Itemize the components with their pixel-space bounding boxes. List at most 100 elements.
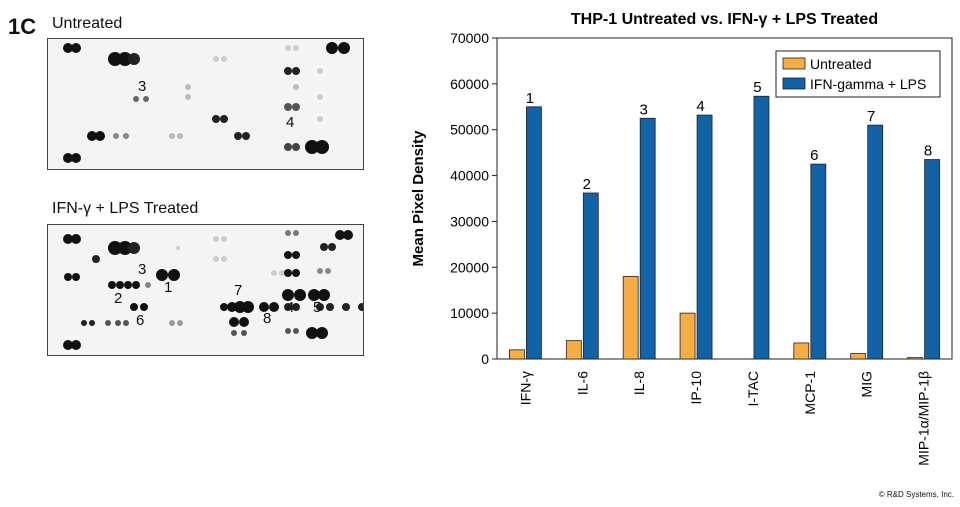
plot-frame xyxy=(496,37,953,360)
array-spot xyxy=(285,45,291,51)
array-spot xyxy=(108,52,122,66)
array-spot xyxy=(316,303,324,311)
array-spot xyxy=(282,289,294,301)
array-spot xyxy=(316,327,328,339)
bar-number-label: 5 xyxy=(753,79,761,96)
array-spot xyxy=(320,243,328,251)
array-spot xyxy=(177,133,183,139)
array-spot xyxy=(285,328,291,334)
bar-untreated xyxy=(850,353,867,360)
array-spot xyxy=(220,115,228,123)
chart-legend: Untreated IFN-gamma + LPS xyxy=(775,50,941,98)
array-spot xyxy=(132,281,140,289)
array-spot xyxy=(113,133,119,139)
array-spot xyxy=(259,302,269,312)
bar-treated xyxy=(526,106,542,360)
array-spot xyxy=(168,269,180,281)
legend-entry: IFN-gamma + LPS xyxy=(810,76,926,92)
array-spot xyxy=(169,133,175,139)
y-axis-label: Mean Pixel Density xyxy=(410,130,427,267)
array-spot xyxy=(95,131,105,141)
array-spot xyxy=(328,243,336,251)
array-spot xyxy=(176,246,180,250)
array-spot xyxy=(185,94,191,100)
array-spot xyxy=(358,303,363,311)
array-spot xyxy=(242,132,250,140)
array-spot xyxy=(63,153,73,163)
array-spot xyxy=(279,270,285,276)
array-spot xyxy=(123,320,129,326)
array-spot xyxy=(284,143,292,151)
array-spot xyxy=(220,303,228,311)
array-spot xyxy=(145,282,151,288)
x-tick-label: IFN-γ xyxy=(517,371,533,405)
bar-untreated xyxy=(907,357,923,360)
array-spot xyxy=(293,328,299,334)
array-spot xyxy=(342,303,350,311)
untreated-spots xyxy=(63,42,350,163)
array-spot xyxy=(293,230,299,236)
copyright-text: © R&D Systems, Inc. xyxy=(878,490,954,499)
array-spot xyxy=(292,143,300,151)
y-tick-label: 30000 xyxy=(450,213,489,229)
array-spot xyxy=(326,303,334,311)
array-spot xyxy=(229,317,239,327)
array-spot xyxy=(221,56,227,62)
array-spot xyxy=(284,303,292,311)
array-spot xyxy=(284,269,292,277)
array-spot xyxy=(213,236,219,242)
array-spot xyxy=(221,236,227,242)
treated-spot-label: 1 xyxy=(164,279,173,296)
array-spot xyxy=(292,67,300,75)
array-spot xyxy=(64,273,72,281)
treated-spot-label: 8 xyxy=(263,310,272,327)
treated-spot-label: 7 xyxy=(234,282,243,299)
bar-untreated xyxy=(622,276,639,360)
untreated-spot-label: 3 xyxy=(138,78,147,95)
array-spot xyxy=(108,241,122,255)
array-spot xyxy=(128,53,140,65)
bar-treated xyxy=(924,159,940,360)
bar-treated xyxy=(696,114,713,360)
array-spot xyxy=(326,42,338,54)
bar-number-label: 3 xyxy=(640,101,648,118)
array-spot xyxy=(63,43,73,53)
treated-spot-label: 3 xyxy=(138,261,147,278)
array-spot xyxy=(317,94,323,100)
array-spot xyxy=(318,289,330,301)
bar-untreated xyxy=(679,312,696,360)
array-spot xyxy=(242,301,254,313)
array-spot xyxy=(133,96,139,102)
array-spot xyxy=(130,303,138,311)
array-spot xyxy=(241,330,247,336)
bar-number-label: 8 xyxy=(924,143,932,160)
y-tick-label: 70000 xyxy=(450,30,489,46)
array-spot xyxy=(284,103,292,111)
x-tick-label: MCP-1 xyxy=(802,371,818,415)
array-spot xyxy=(213,256,219,262)
array-spot xyxy=(124,281,132,289)
array-spot xyxy=(308,289,320,301)
x-tick-label: MIP-1α/MIP-1β xyxy=(916,371,932,466)
array-spot xyxy=(317,116,323,122)
array-spot xyxy=(315,140,329,154)
array-spot xyxy=(317,68,323,74)
treated-spot-label: 5 xyxy=(313,299,322,316)
array-spot xyxy=(317,268,323,274)
array-spot xyxy=(293,84,299,90)
array-spot xyxy=(284,67,292,75)
array-spot xyxy=(305,140,319,154)
array-spot xyxy=(271,270,277,276)
array-spot xyxy=(169,320,175,326)
array-spot xyxy=(292,251,300,259)
array-spot xyxy=(292,269,300,277)
bar-treated xyxy=(753,95,770,360)
array-spot xyxy=(293,45,299,51)
y-tick-label: 50000 xyxy=(450,122,489,138)
array-spot xyxy=(156,269,168,281)
y-tick-label: 20000 xyxy=(450,259,489,275)
treated-blot-title: IFN-γ + LPS Treated xyxy=(52,200,199,217)
array-spot xyxy=(71,234,81,244)
array-spot xyxy=(239,317,249,327)
